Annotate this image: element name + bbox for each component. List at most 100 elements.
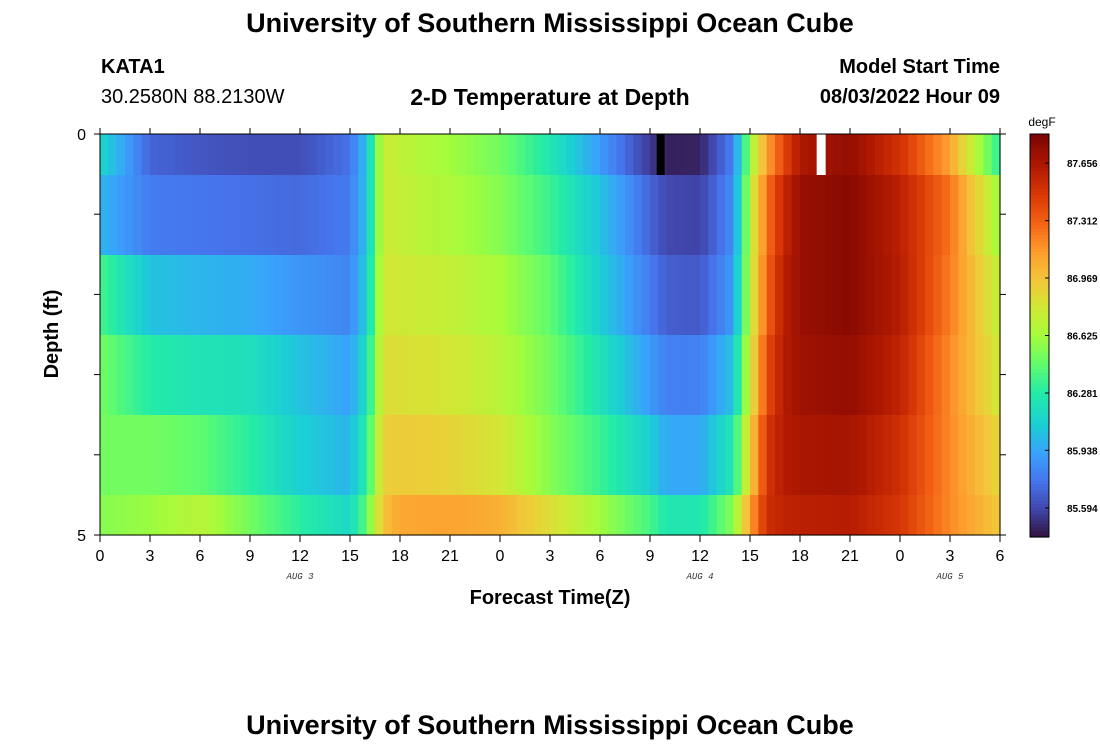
heatmap-cell — [258, 335, 268, 416]
colorbar-segment — [1030, 278, 1049, 283]
heatmap-cell — [666, 255, 676, 336]
colorbar-segment — [1030, 369, 1049, 374]
heatmap-cell — [591, 134, 601, 176]
colorbar-segment — [1030, 419, 1049, 424]
heatmap-cell — [350, 495, 359, 536]
heatmap-cell — [400, 255, 409, 336]
heatmap-cell — [125, 335, 134, 416]
heatmap-cell — [908, 495, 918, 536]
heatmap-cell — [650, 415, 659, 496]
heatmap-cell — [441, 495, 451, 536]
heatmap-cell — [633, 134, 643, 176]
heatmap-cell — [816, 495, 826, 536]
heatmap-cell — [858, 495, 868, 536]
heatmap-cell — [125, 415, 134, 496]
colorbar-segment — [1030, 264, 1049, 269]
colorbar-segment — [1030, 164, 1049, 169]
heatmap-cell — [916, 495, 926, 536]
heatmap-cell — [350, 134, 359, 176]
colorbar-unit-label: degF — [1028, 115, 1055, 129]
heatmap-cell — [475, 134, 484, 176]
heatmap-cell — [791, 415, 801, 496]
heatmap-cell — [541, 495, 551, 536]
heatmap-cell — [650, 495, 659, 536]
heatmap-cell — [316, 134, 326, 176]
heatmap-cell — [891, 134, 901, 176]
heatmap-cell — [750, 255, 759, 336]
colorbar-segment — [1030, 234, 1049, 239]
heatmap-cell — [383, 335, 393, 416]
heatmap-cell — [616, 134, 626, 176]
x-tick-label: 3 — [146, 548, 155, 565]
heatmap-cell — [333, 134, 343, 176]
heatmap-cell — [975, 255, 984, 336]
heatmap-cell — [966, 175, 976, 256]
colorbar-segment — [1030, 493, 1049, 498]
heatmap-cell — [850, 495, 859, 536]
heatmap-cell — [141, 335, 151, 416]
heatmap-cell — [733, 415, 743, 496]
heatmap-cell — [800, 415, 809, 496]
heatmap-cell — [708, 335, 718, 416]
heatmap-cell — [566, 255, 576, 336]
heatmap-cell — [875, 415, 884, 496]
colorbar-segment — [1030, 476, 1049, 481]
heatmap-cell — [216, 495, 226, 536]
heatmap-cell — [983, 175, 993, 256]
heatmap-cell — [733, 134, 743, 176]
heatmap-cell — [733, 255, 743, 336]
colorbar-segment — [1030, 248, 1049, 253]
heatmap-cell — [825, 255, 834, 336]
x-tick-label: 21 — [841, 548, 859, 565]
heatmap-cell — [766, 175, 776, 256]
heatmap-cell — [525, 255, 534, 336]
heatmap-cell — [525, 134, 534, 176]
heatmap-cell — [475, 175, 484, 256]
heatmap-cell — [383, 175, 393, 256]
date-labels: AUG 3 AUG 4 AUG 5 — [285, 572, 964, 582]
colorbar-segment — [1030, 345, 1049, 350]
heatmap-cell — [116, 255, 126, 336]
heatmap-cell — [433, 415, 443, 496]
heatmap-cell — [883, 175, 893, 256]
heatmap-cell — [350, 255, 359, 336]
heatmap-cell — [325, 415, 334, 496]
heatmap-cell — [983, 255, 993, 336]
heatmap-cell — [433, 255, 443, 336]
heatmap-cell — [725, 134, 734, 176]
heatmap-cell — [566, 175, 576, 256]
heatmap-cell — [333, 415, 343, 496]
heatmap-cell — [291, 495, 301, 536]
colorbar-segment — [1030, 379, 1049, 384]
heatmap-cell — [808, 134, 818, 176]
heatmap-cell — [766, 415, 776, 496]
heatmap-cell — [450, 415, 459, 496]
heatmap-cell — [533, 335, 543, 416]
heatmap-cell — [525, 335, 534, 416]
colorbar-segment — [1030, 479, 1049, 484]
heatmap-cell — [791, 495, 801, 536]
heatmap-cell — [325, 335, 334, 416]
heatmap-cell — [758, 175, 768, 256]
heatmap-cell — [666, 335, 676, 416]
heatmap-cell — [750, 415, 759, 496]
heatmap-cell — [575, 255, 584, 336]
heatmap-cell — [725, 335, 734, 416]
heatmap-cell — [766, 255, 776, 336]
heatmap-cell — [508, 134, 518, 176]
heatmap-cell — [975, 134, 984, 176]
heatmap-cell — [891, 255, 901, 336]
heatmap-cell — [791, 175, 801, 256]
colorbar-segment — [1030, 271, 1049, 276]
heatmap-cell — [575, 175, 584, 256]
x-tick-label: 18 — [791, 548, 809, 565]
heatmap-cell — [883, 134, 893, 176]
heatmap-cell — [850, 415, 859, 496]
colorbar-segment — [1030, 523, 1049, 528]
heatmap-cell — [341, 415, 351, 496]
y-axis-label: Depth (ft) — [41, 290, 63, 379]
heatmap-cell — [808, 335, 818, 416]
heatmap-cell — [375, 255, 384, 336]
colorbar-segment — [1030, 268, 1049, 273]
heatmap-cell — [525, 495, 534, 536]
